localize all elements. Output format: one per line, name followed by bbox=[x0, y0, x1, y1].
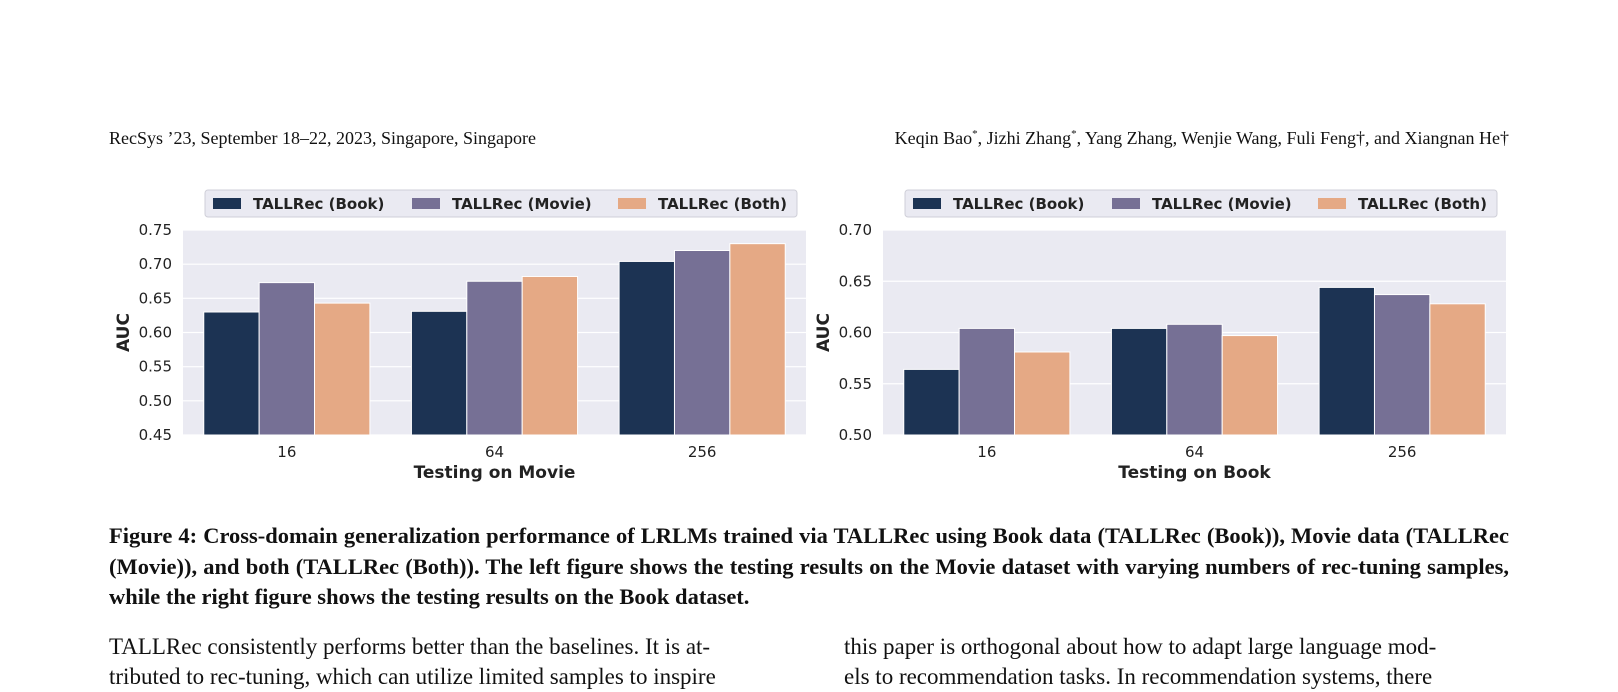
x-axis-label: Testing on Book bbox=[1118, 463, 1271, 483]
body-line: els to recommendation tasks. In recommen… bbox=[844, 664, 1433, 689]
y-tick-label: 0.60 bbox=[839, 324, 872, 342]
legend-box bbox=[904, 189, 1498, 218]
legend-swatch bbox=[412, 198, 440, 209]
body-text-right: this paper is orthogonal about how to ad… bbox=[844, 632, 1520, 692]
chart-book: 0.50 0.55 0.60 0.65 0.70 16 64 256 Testing on Bo… bbox=[814, 189, 1506, 483]
legend-label: TALLRec (Book) bbox=[953, 195, 1084, 213]
bar bbox=[1221, 335, 1279, 436]
bar bbox=[410, 310, 468, 436]
y-tick-label: 0.60 bbox=[139, 324, 172, 342]
running-header-venue: RecSys ’23, September 18–22, 2023, Singa… bbox=[109, 128, 536, 148]
bar bbox=[314, 302, 371, 436]
y-tick-label: 0.55 bbox=[839, 375, 872, 393]
running-header-authors: Keqin Bao*, Jizhi Zhang*, Yang Zhang, We… bbox=[894, 128, 1509, 148]
y-tick-label: 0.45 bbox=[139, 426, 172, 444]
y-tick-label: 0.70 bbox=[139, 255, 172, 273]
bar bbox=[1014, 351, 1071, 436]
legend-swatch bbox=[213, 198, 241, 209]
x-tick-label: 16 bbox=[977, 443, 996, 461]
legend-swatch bbox=[1318, 198, 1346, 209]
y-tick-label: 0.70 bbox=[839, 221, 872, 239]
body-line: this paper is orthogonal about how to ad… bbox=[844, 634, 1437, 659]
bar bbox=[903, 368, 960, 436]
legend-box bbox=[204, 189, 798, 218]
x-tick-label: 64 bbox=[1185, 443, 1204, 461]
bar bbox=[466, 280, 523, 436]
y-tick-label: 0.65 bbox=[839, 272, 872, 290]
legend-label: TALLRec (Both) bbox=[658, 195, 787, 213]
bar bbox=[1318, 286, 1375, 436]
bar bbox=[203, 311, 260, 436]
bar bbox=[729, 243, 786, 436]
bar bbox=[521, 275, 579, 436]
y-axis-label: AUC bbox=[114, 313, 134, 352]
x-axis-label: Testing on Movie bbox=[414, 463, 576, 483]
x-tick-label: 64 bbox=[485, 443, 504, 461]
y-axis-label: AUC bbox=[814, 313, 834, 352]
y-tick-label: 0.75 bbox=[139, 221, 172, 239]
body-line: TALLRec consistently performs better tha… bbox=[109, 634, 711, 659]
y-tick-label: 0.50 bbox=[139, 392, 172, 410]
chart-movie: 0.45 0.50 0.55 0.60 0.65 0.70 0.75 16 64 256 Testi… bbox=[114, 189, 806, 483]
bar bbox=[673, 250, 731, 436]
figure-caption: Figure 4: Cross-domain generalization pe… bbox=[109, 523, 1509, 609]
bar bbox=[1110, 327, 1168, 436]
y-tick-label: 0.55 bbox=[139, 358, 172, 376]
legend-swatch bbox=[913, 198, 941, 209]
bar bbox=[1166, 323, 1223, 436]
legend-label: TALLRec (Book) bbox=[253, 195, 384, 213]
body-text-left: TALLRec consistently performs better tha… bbox=[109, 632, 785, 692]
x-tick-label: 256 bbox=[688, 443, 717, 461]
bar bbox=[618, 260, 675, 436]
x-tick-label: 256 bbox=[1388, 443, 1417, 461]
y-tick-label: 0.50 bbox=[839, 426, 872, 444]
body-line: tributed to rec-tuning, which can utiliz… bbox=[109, 664, 716, 689]
bar bbox=[1429, 303, 1486, 436]
legend-label: TALLRec (Movie) bbox=[1152, 195, 1292, 213]
bar bbox=[258, 282, 316, 436]
bar bbox=[958, 327, 1016, 436]
legend-label: TALLRec (Both) bbox=[1358, 195, 1487, 213]
legend-swatch bbox=[618, 198, 646, 209]
bar bbox=[1373, 294, 1431, 436]
x-tick-label: 16 bbox=[277, 443, 296, 461]
legend-label: TALLRec (Movie) bbox=[452, 195, 592, 213]
legend-swatch bbox=[1112, 198, 1140, 209]
y-tick-label: 0.65 bbox=[139, 289, 172, 307]
